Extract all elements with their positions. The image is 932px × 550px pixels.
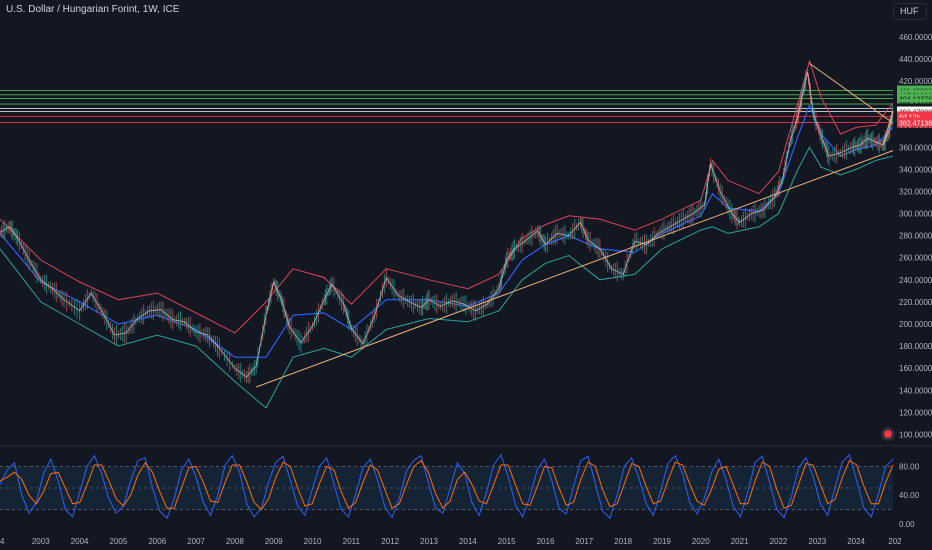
time-tick-label: 2008 (226, 537, 244, 546)
price-tick-label: 260.000000 (899, 254, 932, 263)
time-axis: 4 2003 2004 2005 2006 2007 2008 2009 2010 2011 201… (0, 537, 902, 546)
price-tick-label: 200.000000 (899, 320, 932, 329)
lower-band-line (0, 146, 894, 409)
time-tick-label: 2012 (381, 537, 399, 546)
price-tick-label: 420.000000 (899, 77, 932, 86)
trend-line (882, 110, 894, 145)
price-line (0, 72, 894, 378)
time-tick-label: 2013 (420, 537, 438, 546)
time-tick-label: 2003 (32, 537, 50, 546)
time-tick-label: 2005 (110, 537, 128, 546)
time-tick-label: 2019 (653, 537, 671, 546)
oscillator-d-line (0, 459, 894, 511)
time-tick-label: 2023 (808, 537, 826, 546)
time-tick-label: 2006 (148, 537, 166, 546)
price-level-tags: 411.403845407.518003404.133767399.141627… (897, 85, 932, 128)
price-tick-label: 220.000000 (899, 298, 932, 307)
time-tick-label: 2014 (459, 537, 477, 546)
price-axis: 460.000000440.000000420.000000400.000000… (899, 33, 932, 529)
price-tick-label: 320.000000 (899, 187, 932, 196)
time-tick-label: 2024 (847, 537, 865, 546)
price-tick-label: 340.000000 (899, 165, 932, 174)
price-level-tag (897, 111, 932, 122)
time-tick-label: 2017 (575, 537, 593, 546)
price-tick-label: 120.000000 (899, 408, 932, 417)
chart-logo-mark (884, 430, 892, 438)
price-tick-label: 240.000000 (899, 276, 932, 285)
price-tick-label: 180.000000 (899, 342, 932, 351)
price-tick-label: 280.000000 (899, 232, 932, 241)
time-tick-label: 2011 (343, 537, 361, 546)
time-tick-label: 2022 (770, 537, 788, 546)
price-tick-label: 460.000000 (899, 33, 932, 42)
oscillator-tick-label: 40.00 (899, 491, 920, 500)
time-tick-label: 2009 (265, 537, 283, 546)
trend-line (256, 150, 894, 388)
time-tick-label: 2004 (71, 537, 89, 546)
oscillator-tick-label: 80.00 (899, 462, 920, 471)
price-pane (0, 59, 932, 447)
currency-unit-button[interactable]: HUF (893, 3, 927, 20)
price-tick-label: 140.000000 (899, 386, 932, 395)
time-tick-label: 2020 (692, 537, 710, 546)
price-tick-label: 440.000000 (899, 55, 932, 64)
time-tick-label: 2007 (187, 537, 205, 546)
upper-band-line (0, 59, 894, 334)
price-tick-label: 360.000000 (899, 143, 932, 152)
oscillator-tick-label: 0.00 (899, 520, 915, 529)
time-tick-label: 2018 (614, 537, 632, 546)
chart-logo[interactable] (881, 427, 895, 441)
price-level-tag-label: 382.471383 (899, 120, 932, 127)
time-tick-label: 2015 (498, 537, 516, 546)
time-tick-label: 202 (888, 537, 902, 546)
time-tick-label: 2021 (731, 537, 749, 546)
price-level-tag (897, 117, 932, 128)
chart-title: U.S. Dollar / Hungarian Forint, 1W, ICE (6, 4, 180, 15)
time-tick-label: 2010 (304, 537, 322, 546)
oscillator-pane (0, 453, 894, 520)
oscillator-k-line (0, 453, 894, 520)
trend-line (809, 62, 894, 124)
time-tick-label: 4 (0, 537, 5, 546)
price-tick-label: 300.000000 (899, 210, 932, 219)
time-tick-label: 2016 (537, 537, 555, 546)
price-tick-label: 160.000000 (899, 364, 932, 373)
price-tick-label: 100.000000 (899, 430, 932, 439)
price-level-tag (897, 93, 932, 104)
